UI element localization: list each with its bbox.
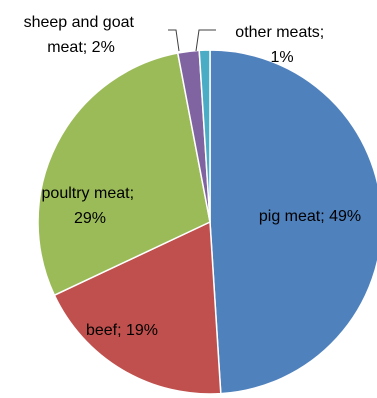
leader-line-other-meats <box>195 29 216 52</box>
pie-slice-other-meats <box>198 49 211 223</box>
leader-line-sheep-and-goat <box>168 29 180 52</box>
pie-slices <box>37 49 377 395</box>
slice-label-other-meats: other meats; 1% <box>235 24 328 66</box>
leader-lines <box>168 29 216 52</box>
slice-label-pig-meat: pig meat; 49% <box>259 208 361 225</box>
slice-label-sheep-and-goat-meat: sheep and goat meat; 2% <box>24 14 139 56</box>
pie-slice-poultry-meat <box>37 52 211 297</box>
pie-slice-beef <box>53 220 222 395</box>
pie-slice-pig-meat <box>209 49 377 395</box>
slice-label-beef: beef; 19% <box>86 322 158 339</box>
slice-label-poultry-meat: poultry meat; 29% <box>42 185 139 227</box>
